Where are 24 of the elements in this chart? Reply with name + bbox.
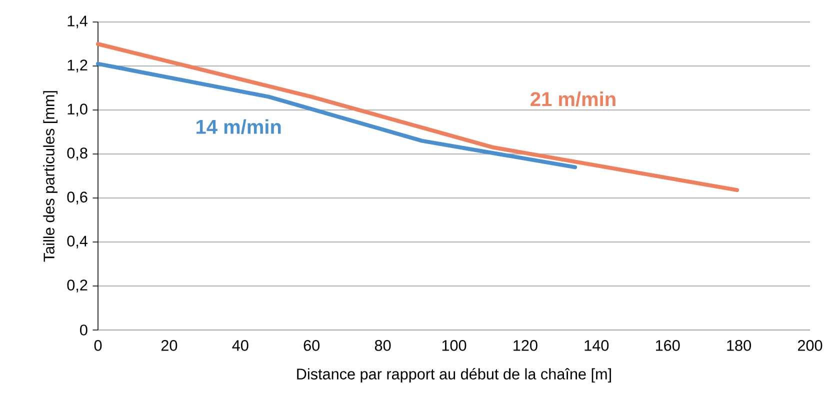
y-tick-label: 0: [80, 324, 88, 336]
y-tick-label: 1,2: [68, 60, 88, 72]
x-tick-label: 0: [94, 340, 102, 351]
x-tick-label: 140: [584, 340, 609, 351]
x-axis-title: Distance par rapport au début de la chaîne [m]: [297, 368, 611, 383]
y-tick-label: 0,2: [67, 280, 88, 292]
x-tick-label: 200: [798, 340, 822, 351]
y-tick-label: 1,4: [68, 16, 88, 28]
y-tick-label: 0,6: [67, 192, 88, 204]
x-tick-label: 120: [514, 340, 538, 351]
x-tick-label: 20: [161, 340, 178, 351]
y-tick-label: 1,0: [68, 104, 88, 116]
series-label: 14 m/min: [196, 119, 281, 134]
x-tick-label: 80: [374, 340, 391, 351]
x-tick-label: 40: [232, 340, 248, 351]
x-tick-label: 60: [304, 340, 320, 351]
x-tick-label: 180: [727, 340, 751, 351]
line-series: [96, 42, 740, 192]
x-tick-label: 160: [656, 340, 680, 351]
y-tick-label: 0,4: [67, 236, 88, 248]
text: 21 m/min: [530, 92, 616, 106]
y-axis-title: Taille des particules [mm]: [43, 91, 58, 262]
y-tick-label: 0,8: [67, 148, 88, 160]
x-tick-label: 100: [442, 340, 466, 351]
